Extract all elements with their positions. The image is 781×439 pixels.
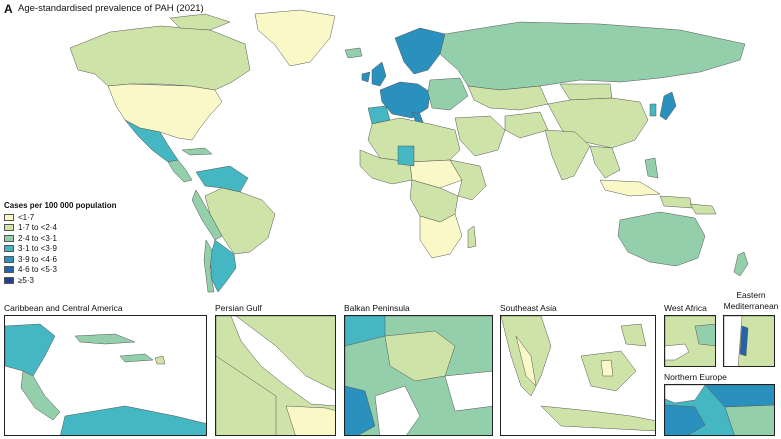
brazil: [204, 187, 276, 255]
legend-label: <1·7: [18, 212, 35, 222]
russia: [439, 21, 746, 91]
greenland: [254, 9, 336, 67]
legend-item: 2·4 to <3·1: [4, 233, 117, 244]
legend-item: <1·7: [4, 212, 117, 223]
legend-item: 1·7 to <2·4: [4, 223, 117, 234]
legend-item: ≥5·3: [4, 275, 117, 286]
legend-label: 1·7 to <2·4: [18, 223, 57, 233]
legend-item: 3·9 to <4·6: [4, 254, 117, 265]
world-map: [69, 9, 749, 293]
panel-letter: A: [4, 2, 13, 16]
canada: [69, 25, 251, 91]
legend-swatch: [4, 213, 14, 221]
north-africa: [367, 117, 461, 163]
legend-swatch: [4, 266, 14, 274]
inset-label-northern-europe: Northern Europe: [664, 372, 727, 382]
inset-label-balkan: Balkan Peninsula: [344, 303, 410, 313]
legend-label: 3·1 to <3·9: [18, 244, 57, 254]
uk: [371, 61, 387, 87]
legend-swatch: [4, 245, 14, 253]
legend-item: 4·6 to <5·3: [4, 265, 117, 276]
inset-label-caribbean: Caribbean and Central America: [4, 303, 123, 313]
map-title: Age-standardised prevalence of PAH (2021…: [18, 3, 204, 14]
japan: [659, 91, 677, 121]
legend-item: 3·1 to <3·9: [4, 244, 117, 255]
australia: [617, 211, 706, 267]
legend-swatch: [4, 224, 14, 232]
inset-label-persian-gulf: Persian Gulf: [215, 303, 262, 313]
india: [544, 129, 591, 181]
legend-swatch: [4, 255, 14, 263]
legend-label: 4·6 to <5·3: [18, 265, 57, 275]
legend: Cases per 100 000 population <1·7 1·7 to…: [4, 201, 117, 286]
inset-northern-europe: [664, 384, 775, 436]
usa: [107, 83, 223, 141]
legend-label: 2·4 to <3·1: [18, 233, 57, 243]
inset-balkan: [344, 315, 493, 436]
inset-west-africa: [664, 315, 716, 367]
scandinavia: [394, 27, 446, 75]
legend-swatch: [4, 234, 14, 242]
legend-label: ≥5·3: [18, 275, 34, 285]
legend-label: 3·9 to <4·6: [18, 254, 57, 264]
inset-label-eastern-med: Eastern Mediterranean: [723, 290, 779, 311]
inset-label-west-africa: West Africa: [664, 303, 707, 313]
inset-label-southeast-asia: Southeast Asia: [500, 303, 557, 313]
legend-swatch: [4, 276, 14, 284]
legend-title: Cases per 100 000 population: [4, 201, 117, 210]
inset-persian-gulf: [215, 315, 336, 436]
inset-southeast-asia: [500, 315, 656, 436]
inset-caribbean: [4, 315, 207, 436]
inset-eastern-med: [723, 315, 775, 367]
